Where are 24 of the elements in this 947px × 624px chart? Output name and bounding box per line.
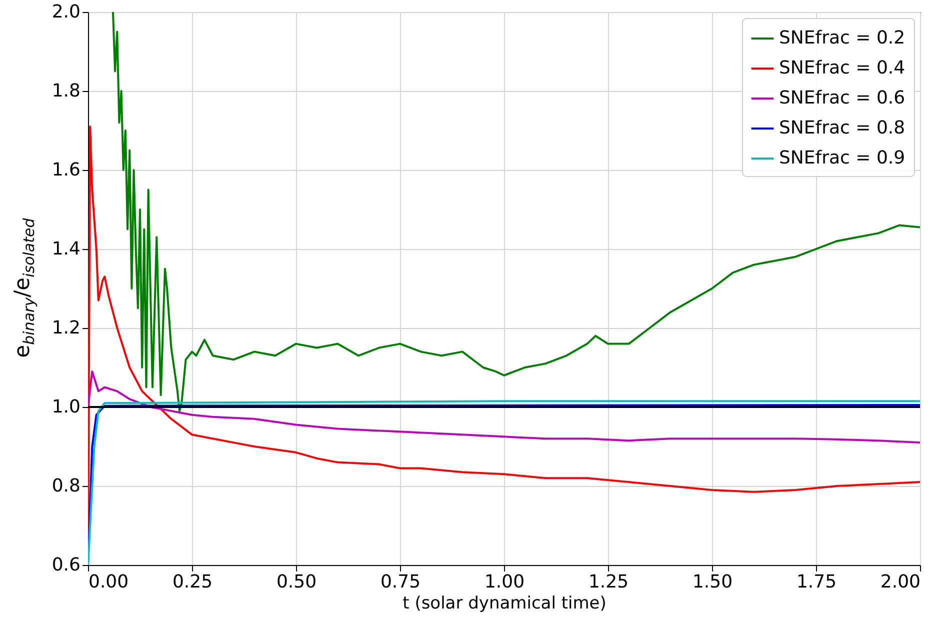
- legend-label: SNEfrac = 0.8: [779, 118, 906, 138]
- x-tick-label: 1.50: [692, 572, 733, 592]
- y-tick-label: 1.8: [52, 80, 80, 102]
- y-tick-label: 0.6: [52, 554, 80, 576]
- y-tick-label: 1.0: [52, 396, 80, 418]
- x-tick-label: 0.50: [276, 572, 317, 592]
- y-tick-label: 1.4: [52, 238, 80, 260]
- line-series: [112, 12, 920, 412]
- x-tick-label: 2.00: [880, 572, 920, 592]
- x-tick-label: 1.75: [796, 572, 837, 592]
- x-axis-title: t (solar dynamical time): [402, 594, 606, 614]
- x-tick-label: 0.00: [88, 572, 129, 592]
- legend-label: SNEfrac = 0.6: [779, 88, 906, 108]
- y-tick-label: 2.0: [52, 2, 80, 22]
- y-tick-label: 1.2: [52, 318, 80, 338]
- x-tick-label: 0.25: [172, 572, 213, 592]
- x-tick-label: 1.25: [588, 572, 629, 592]
- legend-label: SNEfrac = 0.2: [779, 28, 906, 48]
- y-tick-label: 1.6: [52, 160, 80, 180]
- legend-label: SNEfrac = 0.9: [779, 148, 906, 168]
- x-tick-label: 0.75: [380, 572, 421, 592]
- y-tick-label: 0.8: [52, 476, 80, 496]
- x-tick-label: 1.00: [484, 572, 525, 592]
- legend-label: SNEfrac = 0.4: [779, 58, 906, 78]
